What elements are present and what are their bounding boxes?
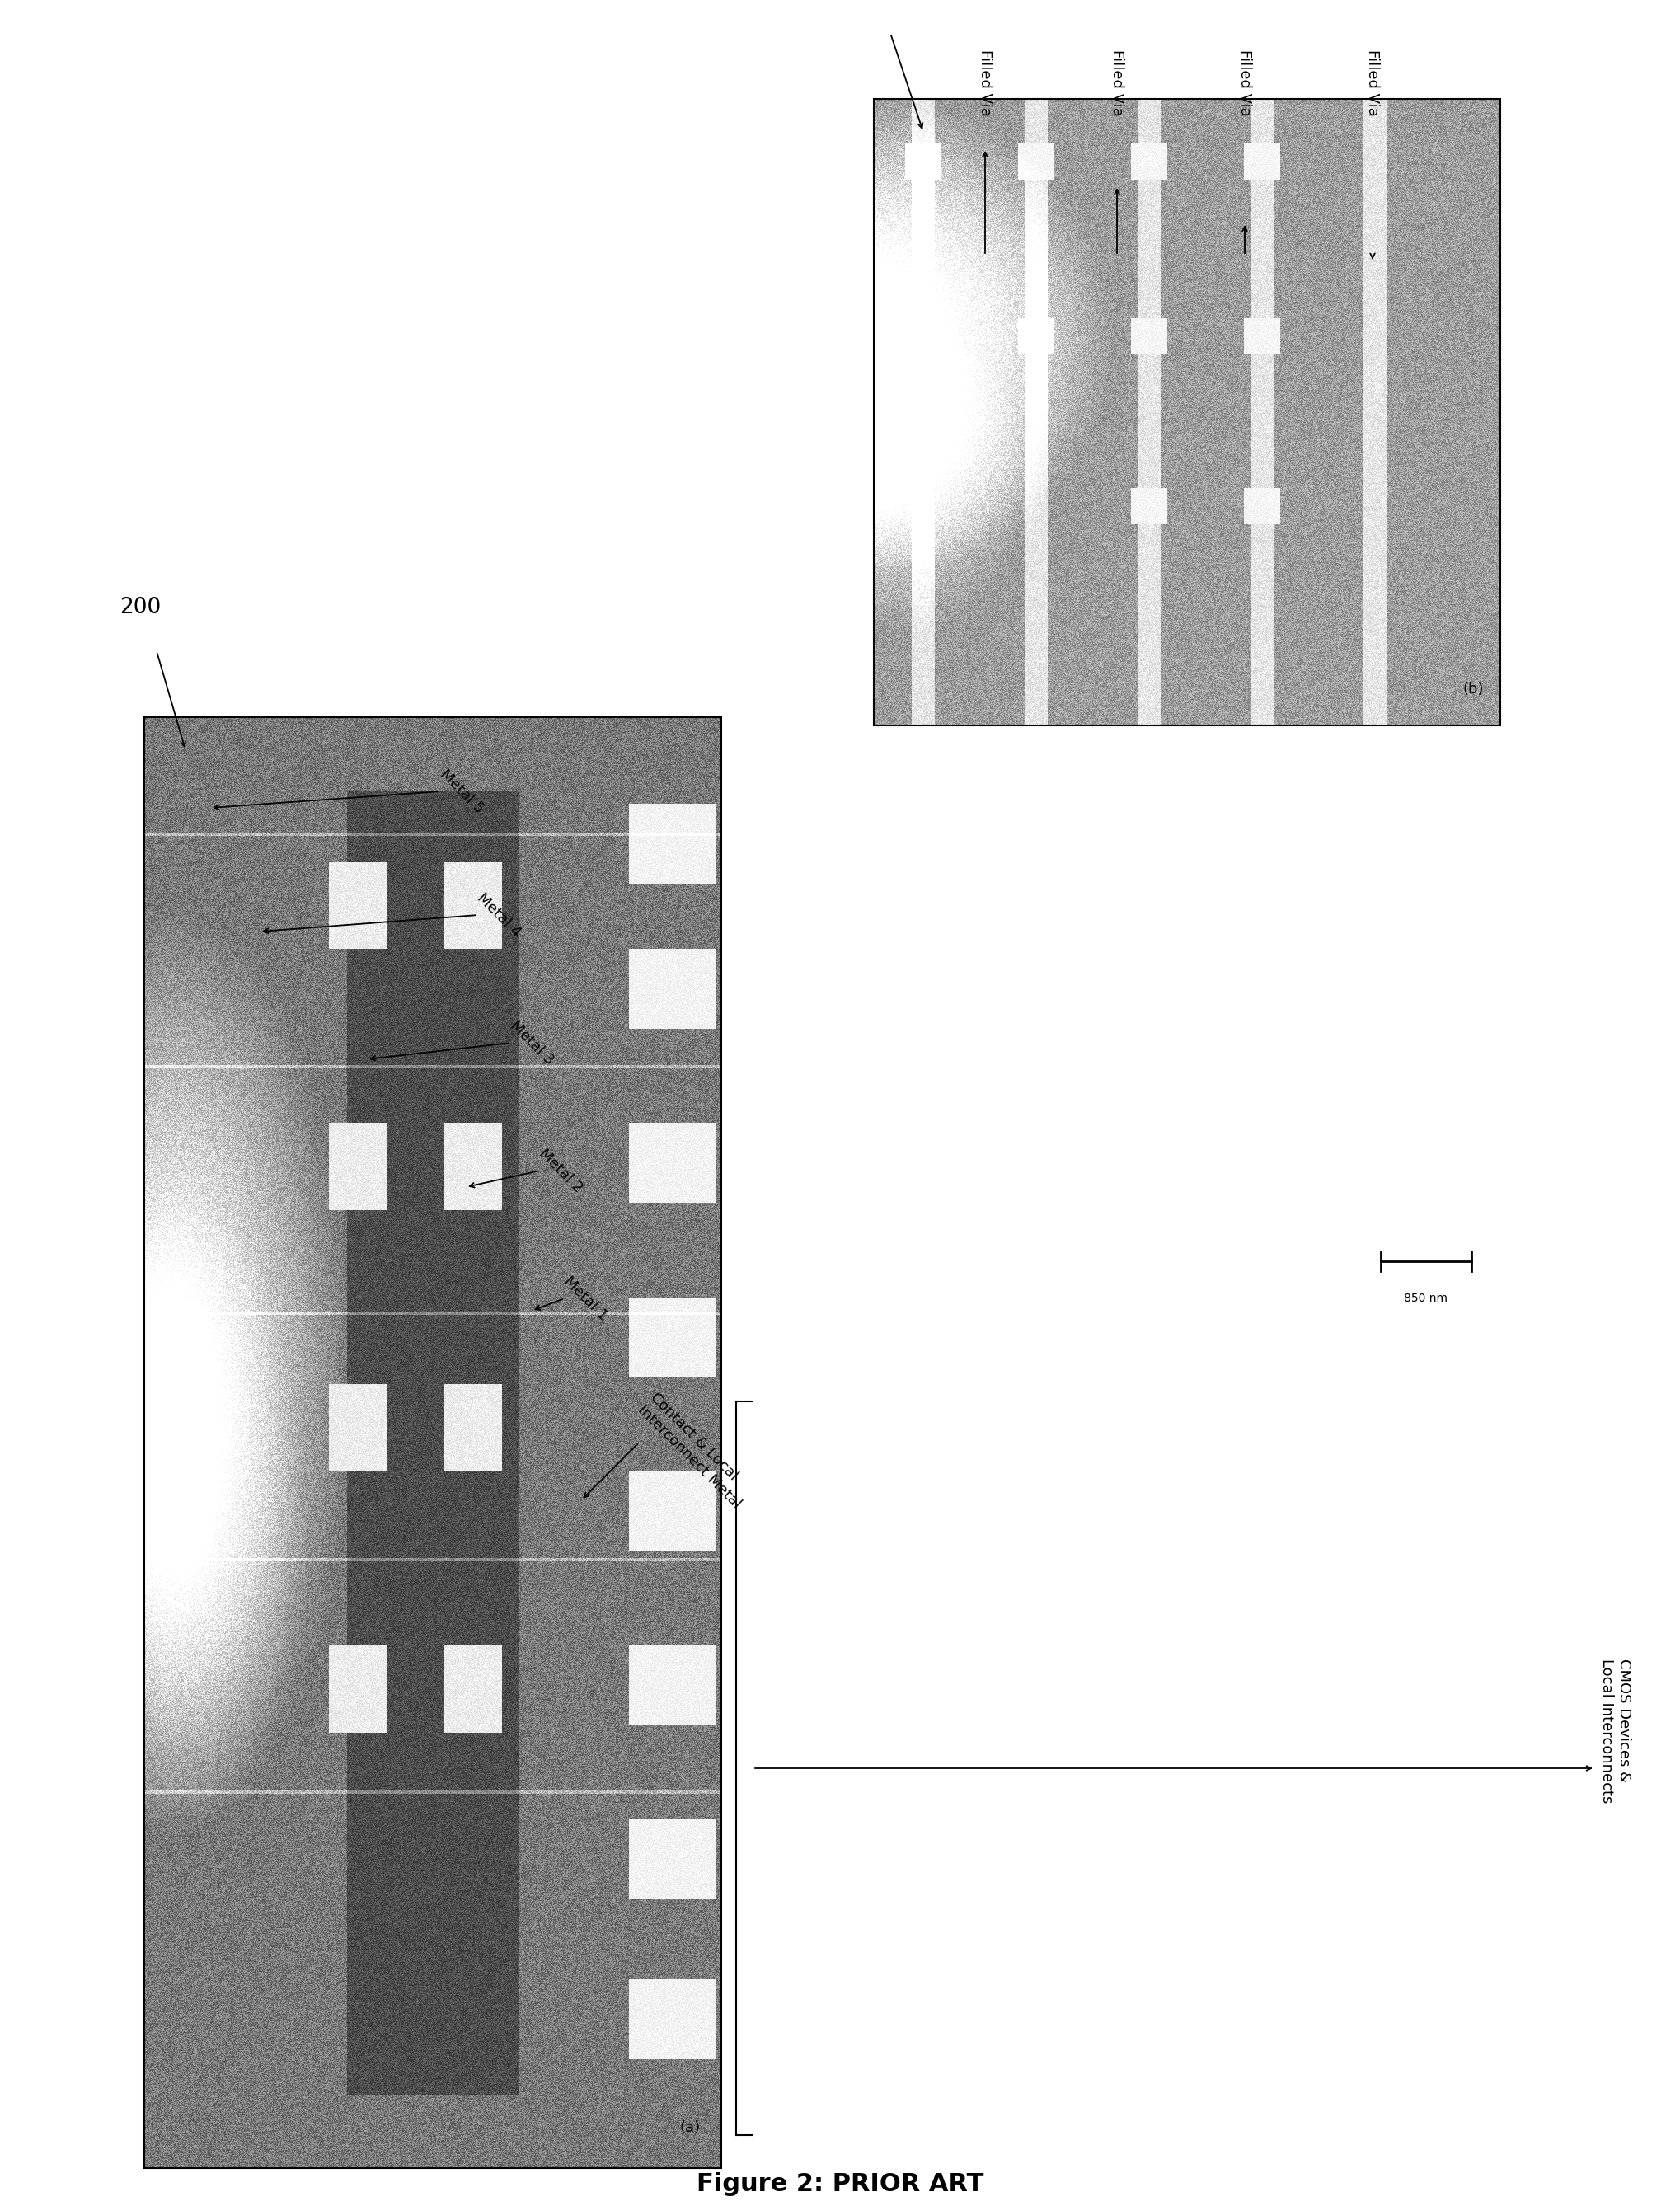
Text: Figure 2: PRIOR ART: Figure 2: PRIOR ART <box>697 2172 983 2197</box>
Text: Metal 5: Metal 5 <box>437 766 487 817</box>
Text: 200: 200 <box>119 596 161 618</box>
Bar <box>874 99 1500 726</box>
Text: Filled Via: Filled Via <box>1366 48 1379 117</box>
Text: 850 nm: 850 nm <box>1404 1292 1448 1305</box>
Text: Filled Via: Filled Via <box>978 48 993 117</box>
Text: Filled Via: Filled Via <box>1238 48 1252 117</box>
Text: Metal 4: Metal 4 <box>474 889 524 940</box>
Text: Contact & Local
Interconnect Metal: Contact & Local Interconnect Metal <box>635 1391 756 1512</box>
Text: Metal 1: Metal 1 <box>561 1274 610 1323</box>
Text: CMOS Devices &
Local Interconnects: CMOS Devices & Local Interconnects <box>1599 1660 1631 1803</box>
Text: (b): (b) <box>1463 682 1483 696</box>
Text: (a): (a) <box>680 2120 701 2135</box>
Text: Metal 3: Metal 3 <box>507 1019 556 1067</box>
Text: Filled Via: Filled Via <box>1109 48 1124 117</box>
Bar <box>144 718 721 2168</box>
Text: Metal 2: Metal 2 <box>536 1147 585 1195</box>
